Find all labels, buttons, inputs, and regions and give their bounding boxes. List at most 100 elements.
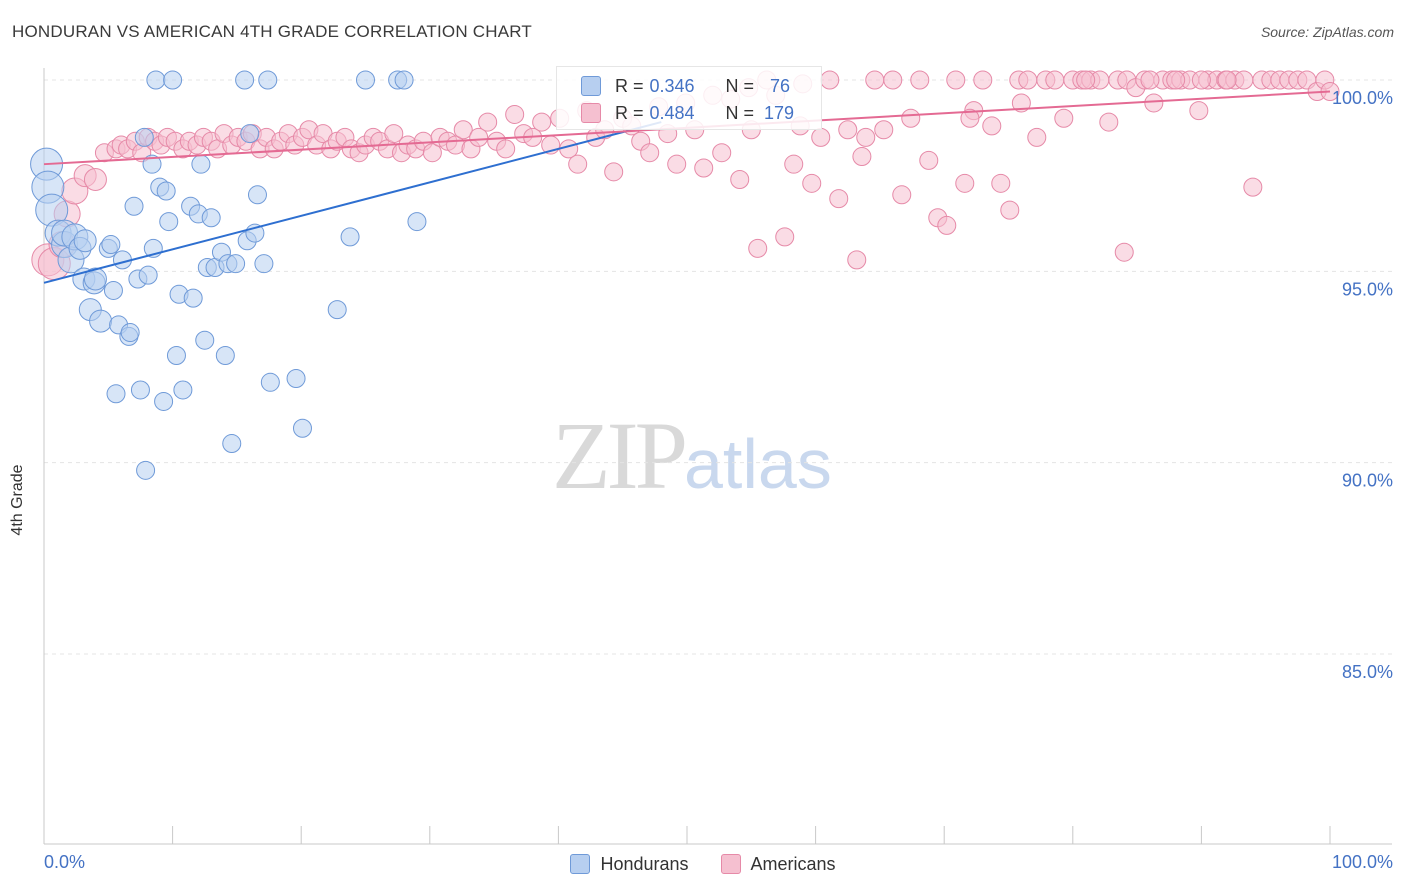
american-point [892,185,912,205]
honduran-point [394,70,414,90]
legend-r-value: 0.346 [649,75,695,96]
american-point [83,167,107,191]
american-point [838,120,858,140]
honduran-point [106,384,126,404]
american-point [1140,70,1160,90]
american-point [847,250,867,270]
american-point [982,116,1002,136]
american-point [1099,112,1119,132]
honduran-point [201,208,221,228]
american-point [1045,70,1065,90]
honduran-point [247,185,267,205]
american-point [910,70,930,90]
legend-row-americans: R = 0.484 N = 179 [581,101,794,125]
honduran-point [136,460,156,480]
honduran-point [260,372,280,392]
american-point [604,162,624,182]
honduran-point [254,254,274,274]
american-point [852,147,872,167]
american-point [1243,177,1263,197]
hondurans-trend-line [43,121,662,284]
legend-swatch-blue [581,76,601,96]
axes [43,68,1392,845]
american-point [1166,70,1186,90]
american-point [1114,242,1134,262]
legend-n-label: N = [725,102,755,123]
watermark: ZIPatlas [552,400,832,511]
legend-n-value: 76 [770,75,791,96]
honduran-point [89,309,113,333]
american-point [384,124,404,144]
honduran-point [103,280,123,300]
american-point [811,127,831,147]
american-point [453,120,473,140]
honduran-point [327,300,347,320]
legend-item-hondurans: Hondurans [570,853,689,875]
american-point [991,173,1011,193]
american-point [960,108,980,128]
honduran-point [215,346,235,366]
honduran-point [142,154,162,174]
american-point [1189,101,1209,121]
honduran-point [191,154,211,174]
american-point [883,70,903,90]
american-point [955,173,975,193]
honduran-point [120,323,140,343]
y-tick-label: 85.0% [1342,662,1393,682]
american-point [1234,70,1254,90]
honduran-point [130,380,150,400]
honduran-point [222,434,242,454]
american-point [829,189,849,209]
hondurans-points [30,70,427,480]
american-point [1076,70,1096,90]
american-point [973,70,993,90]
american-point [667,154,687,174]
legend-label-hondurans: Hondurans [600,853,689,874]
honduran-point [407,212,427,232]
honduran-point [240,124,260,144]
y-tick-label: 100.0% [1332,88,1393,108]
y-axis-label: 4th Grade [9,464,26,536]
american-point [640,143,660,163]
legend-item-americans: Americans [720,853,836,875]
honduran-point [340,227,360,247]
american-point [1054,108,1074,128]
american-point [865,70,885,90]
american-point [874,120,894,140]
american-point [730,169,750,189]
legend-r-label: R = [615,75,644,96]
honduran-point [183,288,203,308]
legend-swatch-hondurans [570,854,591,874]
honduran-point [163,70,183,90]
american-point [712,143,732,163]
honduran-point [166,346,186,366]
y-tick-labels: 85.0% 90.0% 95.0% 100.0% [1332,88,1393,682]
honduran-point [235,70,255,90]
american-point [1027,127,1047,147]
american-point [1144,93,1164,113]
honduran-point [195,330,215,350]
legend-row-hondurans: R = 0.346 N = 76 [581,74,790,98]
american-point [505,104,525,124]
legend-label-americans: Americans [750,853,836,874]
chart-title: HONDURAN VS AMERICAN 4TH GRADE CORRELATI… [12,22,532,41]
americans-points [31,70,1340,281]
american-point [478,112,498,132]
x-tick-label-max: 100.0% [1331,852,1393,872]
american-point [694,158,714,178]
american-point [919,150,939,170]
legend-r-value: 0.484 [649,102,695,123]
american-point [532,112,552,132]
american-point [568,154,588,174]
series-legend: Hondurans Americans [0,852,1406,876]
y-tick-label: 95.0% [1342,279,1393,299]
honduran-point [258,70,278,90]
american-point [901,108,921,128]
american-point [469,127,489,147]
honduran-point [101,235,121,255]
honduran-point [124,196,144,216]
honduran-point [138,265,158,285]
honduran-point [134,127,154,147]
watermark-zip: ZIP [552,402,688,509]
y-tick-label: 90.0% [1342,471,1393,491]
